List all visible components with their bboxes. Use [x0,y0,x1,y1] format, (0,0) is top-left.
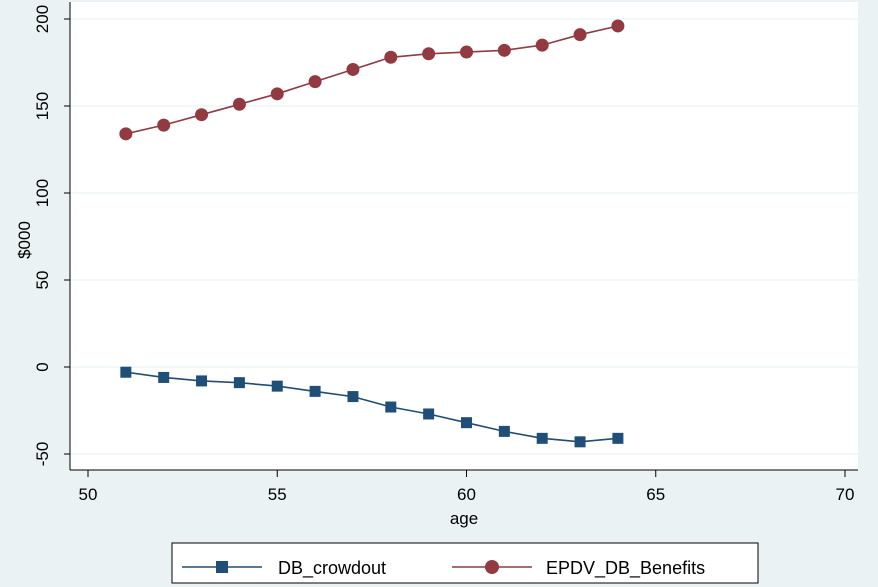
data-point-epdv-db-benefits [422,47,436,61]
data-point-epdv-db-benefits [384,50,398,64]
legend-marker-epdv-db-benefits [485,560,499,574]
data-point-epdv-db-benefits [611,19,625,33]
series [119,19,625,448]
data-point-db-crowdout [309,385,321,397]
data-point-db-crowdout [271,380,283,392]
data-point-db-crowdout [158,371,170,383]
data-point-epdv-db-benefits [270,87,284,101]
data-point-epdv-db-benefits [346,62,360,76]
legend-item-db-crowdout: DB_crowdout [182,558,386,579]
data-point-db-crowdout [461,417,472,429]
legend-box [171,542,759,584]
x-tick-label: 55 [268,485,287,504]
y-tick-label: 150 [33,92,52,120]
data-point-epdv-db-benefits [573,28,587,42]
x-axis-label: age [450,509,478,528]
data-point-db-crowdout [120,366,132,378]
x-tick-label: 70 [836,485,855,504]
data-point-db-crowdout [498,425,510,437]
legend-label-epdv-db-benefits: EPDV_DB_Benefits [546,558,705,579]
data-point-epdv-db-benefits [535,38,549,52]
series-db-crowdout [120,366,624,448]
y-tick-label: -50 [33,442,52,467]
legend-label-db-crowdout: DB_crowdout [278,558,386,579]
axes [69,2,858,471]
data-point-db-crowdout [385,401,397,413]
data-point-epdv-db-benefits [119,127,133,141]
data-point-epdv-db-benefits [232,97,246,111]
data-point-db-crowdout [536,432,548,444]
data-point-epdv-db-benefits [460,45,473,59]
data-point-epdv-db-benefits [497,43,511,57]
legend-item-epdv-db-benefits: EPDV_DB_Benefits [452,558,705,579]
y-tick-label: 200 [33,5,52,33]
legend-marker-db-crowdout [216,561,228,573]
data-point-epdv-db-benefits [308,75,322,89]
data-point-db-crowdout [612,432,624,444]
grid-lines [70,18,858,455]
data-point-epdv-db-benefits [157,118,171,132]
series-line-db-crowdout [125,371,618,443]
y-tick-label: 0 [33,362,52,371]
y-tick-label: 100 [33,179,52,207]
x-tick-label: 65 [646,485,665,504]
x-tick-label: 50 [79,485,98,504]
legend: DB_crowdout EPDV_DB_Benefits [171,542,759,584]
data-point-db-crowdout [233,377,245,389]
plot-area [70,2,858,470]
data-point-db-crowdout [574,436,586,448]
series-epdv-db-benefits [119,19,625,141]
y-axis-label: $000 [15,221,34,259]
ticks: -50 0 50 100 150 200 50 55 60 65 70 [33,5,854,504]
data-point-db-crowdout [347,391,359,403]
x-tick-label: 60 [457,485,476,504]
y-tick-label: 50 [33,271,52,290]
data-point-epdv-db-benefits [195,108,209,122]
data-point-db-crowdout [196,375,208,387]
data-point-db-crowdout [423,408,435,420]
